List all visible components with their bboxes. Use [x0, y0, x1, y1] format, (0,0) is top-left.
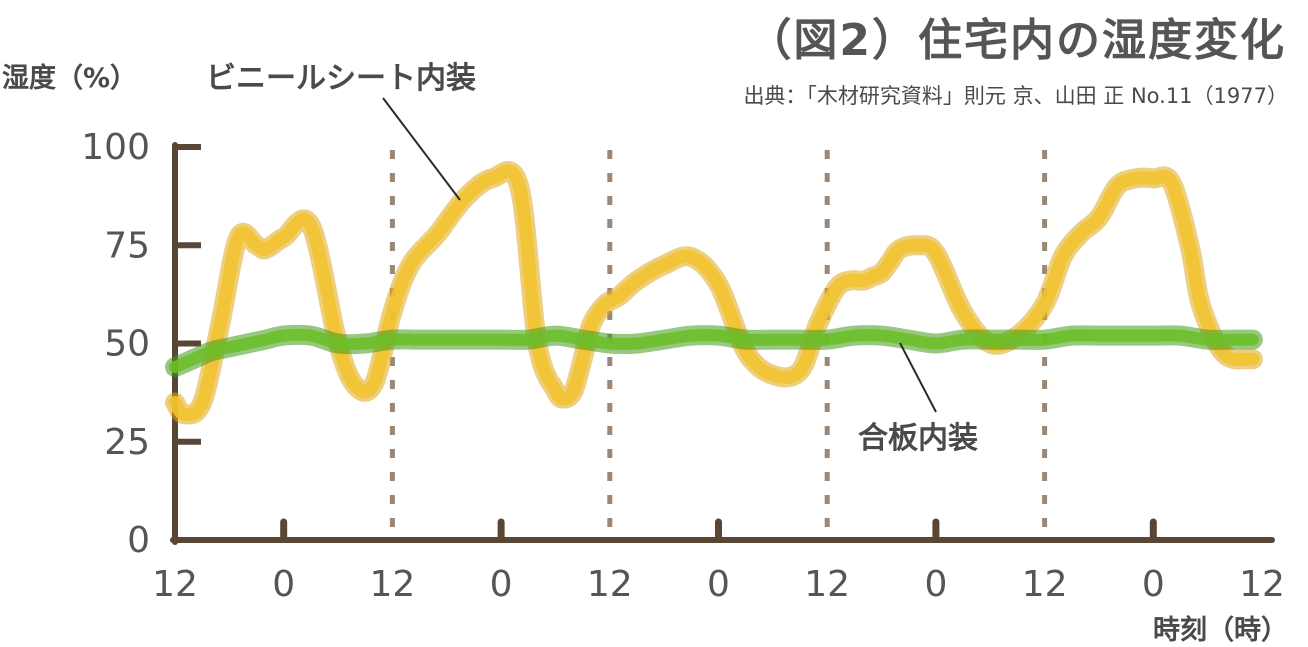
- series-layer: [165, 161, 1263, 425]
- annotation-vinyl-leader: [382, 97, 461, 201]
- x-tick-label: 12: [369, 564, 415, 605]
- annotation-vinyl-label: ビニールシート内装: [206, 61, 476, 96]
- y-tick-label: 50: [104, 324, 150, 365]
- series-line-vinyl: [168, 164, 1260, 421]
- series-line-plywood: [169, 328, 1259, 374]
- x-tick-label: 0: [924, 564, 947, 605]
- y-tick-label: 100: [81, 127, 150, 168]
- x-tick-label: 12: [152, 564, 198, 605]
- y-tick-label: 25: [104, 422, 150, 463]
- x-tick-label: 0: [490, 564, 513, 605]
- chart-title: （図2）住宅内の湿度変化: [747, 15, 1286, 66]
- x-tick-label: 12: [804, 564, 850, 605]
- x-tick-label: 0: [707, 564, 730, 605]
- y-tick-label: 75: [104, 225, 150, 266]
- x-tick-label: 12: [1022, 564, 1068, 605]
- y-axis-label: 湿度（%）: [2, 63, 138, 94]
- x-tick-label: 12: [1239, 564, 1285, 605]
- annotation-plywood-leader: [899, 342, 937, 413]
- axes: [170, 142, 1275, 545]
- annotation-plywood-label: 合板内装: [858, 421, 978, 456]
- chart-source: 出典：「木材研究資料」則元 京、山田 正 No.11（1977）: [743, 84, 1288, 108]
- grid-lines: [389, 150, 1048, 538]
- series-line-vinyl-outline: [165, 161, 1263, 425]
- x-tick-label: 0: [1142, 564, 1165, 605]
- x-tick-label: 12: [587, 564, 633, 605]
- y-tick-label: 0: [127, 520, 150, 561]
- x-axis-label: 時刻（時）: [1153, 615, 1288, 646]
- x-tick-label: 0: [272, 564, 295, 605]
